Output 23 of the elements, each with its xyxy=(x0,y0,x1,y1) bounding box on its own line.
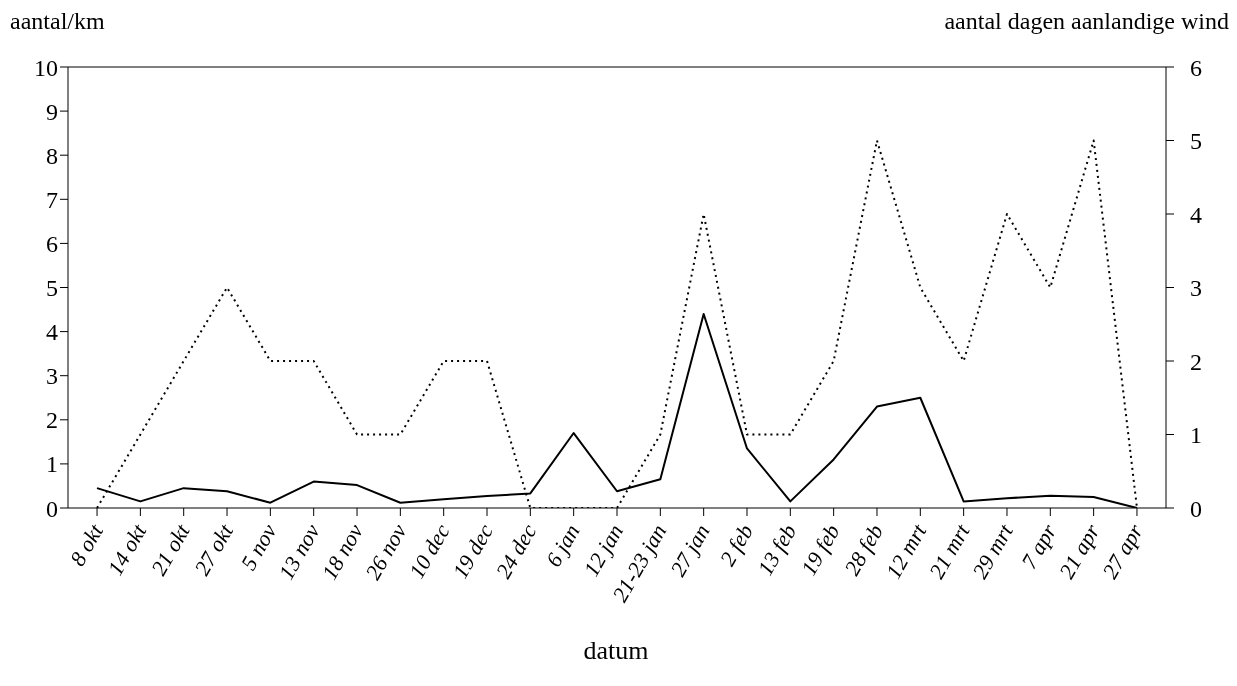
y-tick-label: 7 xyxy=(46,186,58,213)
y-tick-label: 5 xyxy=(46,275,58,302)
y-tick-label: 0 xyxy=(46,495,58,522)
y2-tick-label: 2 xyxy=(1190,348,1202,375)
y-tick-label: 1 xyxy=(46,451,58,478)
y2-tick-label: 6 xyxy=(1190,54,1202,81)
y2-axis-title: aantal dagen aanlandige wind xyxy=(944,8,1229,35)
y2-tick-label: 5 xyxy=(1190,128,1202,155)
y-tick-label: 10 xyxy=(34,54,58,81)
y2-tick-label: 3 xyxy=(1190,275,1202,302)
y-tick-label: 4 xyxy=(46,319,58,346)
y-axis-title: aantal/km xyxy=(10,8,105,35)
x-tick-label: 6 jan xyxy=(540,519,585,571)
y-tick-label: 2 xyxy=(46,407,58,434)
y-tick-label: 6 xyxy=(46,230,58,257)
y-tick-label: 3 xyxy=(46,363,58,390)
y-tick-label: 9 xyxy=(46,98,58,125)
y2-tick-label: 1 xyxy=(1190,422,1202,449)
x-axis-title: datum xyxy=(582,636,650,666)
y2-tick-label: 4 xyxy=(1190,201,1202,228)
x-tick-label: 27 jan xyxy=(665,519,715,581)
y-tick-label: 8 xyxy=(46,142,58,169)
y2-tick-label: 0 xyxy=(1190,495,1202,522)
